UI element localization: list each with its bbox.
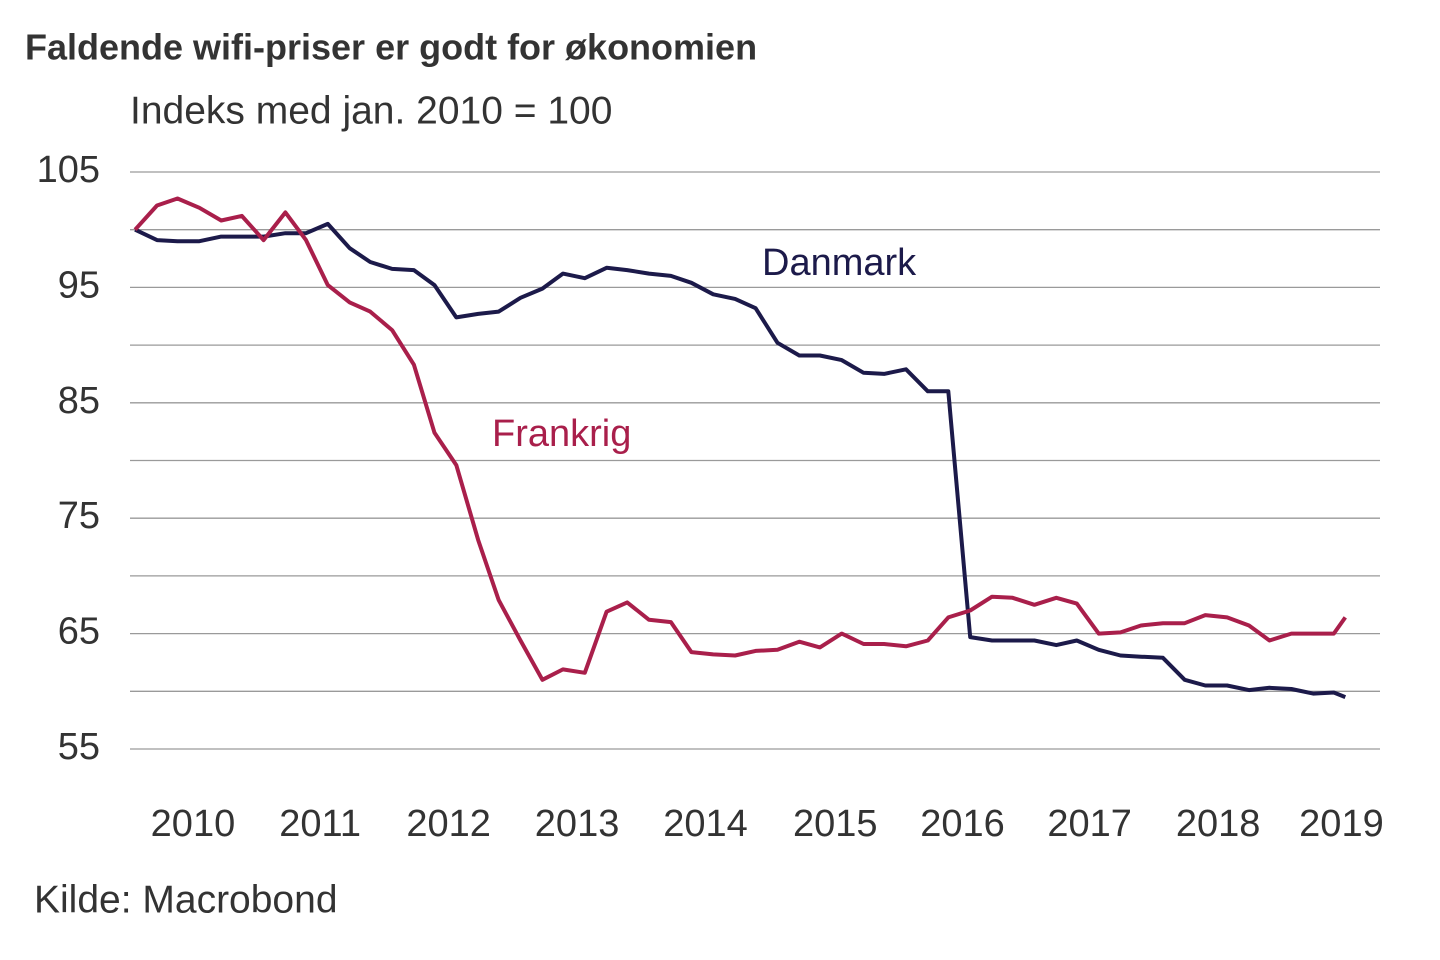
chart-title: Faldende wifi-priser er godt for økonomi… [25,27,757,68]
y-tick-label: 85 [58,380,100,422]
series-label: Frankrig [492,413,631,455]
x-tick-label: 2017 [1047,803,1132,845]
y-tick-label: 95 [58,264,100,306]
y-tick-label: 65 [58,611,100,653]
x-tick-label: 2018 [1176,803,1261,845]
line-series [134,221,1347,699]
series-label: Danmark [762,242,917,284]
x-tick-label: 2019 [1299,803,1384,845]
y-tick-label: 105 [37,149,100,191]
x-tick-label: 2010 [151,803,236,845]
x-tick-label: 2014 [663,803,748,845]
source: Kilde: Macrobond [34,878,338,921]
chart-subtitle: Indeks med jan. 2010 = 100 [130,89,612,132]
x-tick-label: 2012 [406,803,491,845]
x-tick-label: 2015 [793,803,878,845]
x-tick-label: 2013 [535,803,620,845]
x-tick-label: 2016 [920,803,1005,845]
x-tick-label: 2011 [279,803,361,845]
y-tick-label: 75 [58,495,100,537]
y-tick-label: 55 [58,726,100,768]
line-series [133,196,1347,682]
